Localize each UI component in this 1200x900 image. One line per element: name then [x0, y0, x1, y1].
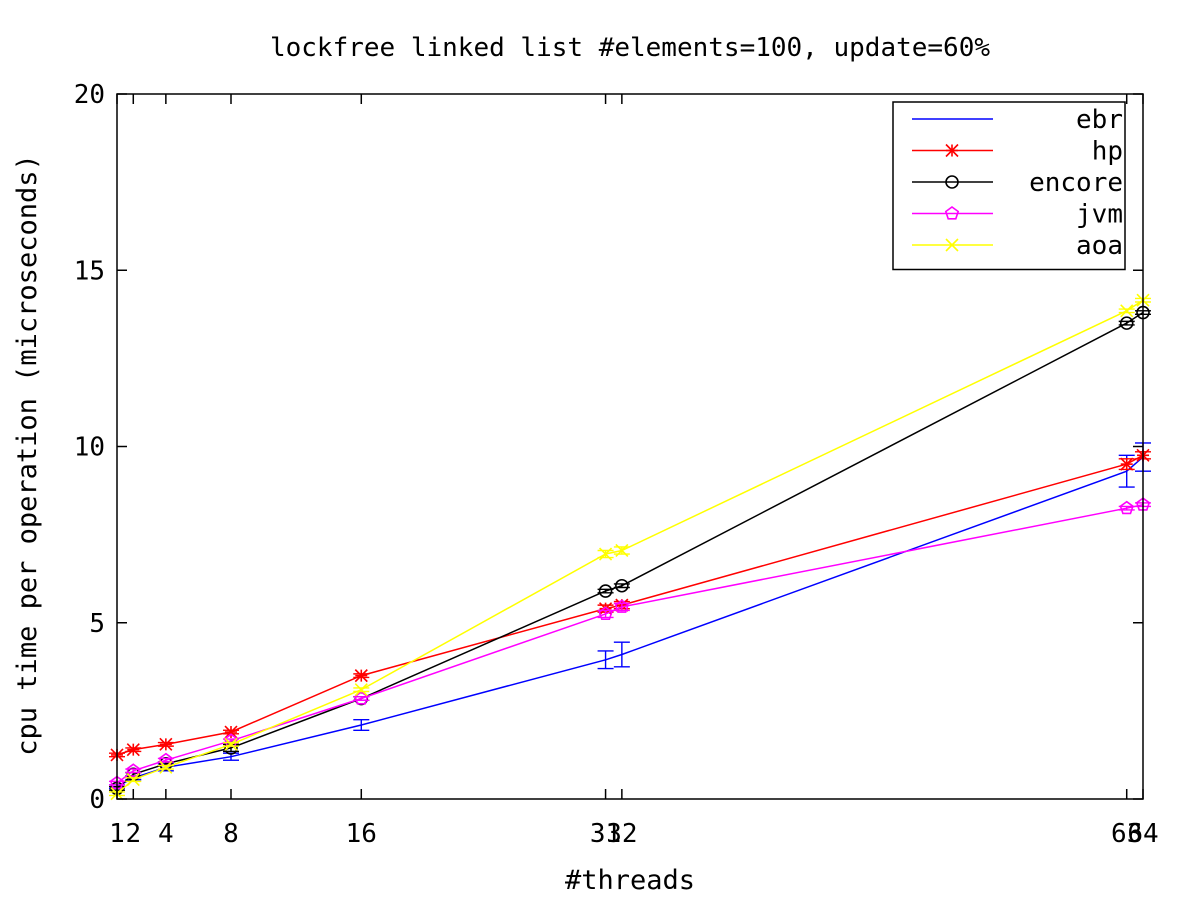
- legend-item-encore: encore: [912, 168, 1123, 198]
- legend-marker: [945, 143, 959, 158]
- legend-box: [892, 101, 1126, 271]
- data-point: [224, 725, 238, 739]
- data-point: [354, 669, 368, 683]
- y-tick-label: 20: [74, 80, 105, 110]
- y-tick-label: 15: [74, 256, 105, 286]
- data-point: [615, 578, 629, 593]
- x-tick-label: 16: [346, 819, 377, 849]
- x-tick-label: 4: [158, 819, 174, 849]
- error-bar: [353, 718, 370, 731]
- legend-marker: [944, 206, 960, 220]
- series-ebr: [109, 442, 1151, 790]
- data-point: [1120, 457, 1134, 471]
- legend-item-aoa: aoa: [912, 231, 1123, 261]
- y-axis-label: cpu time per operation (microseconds): [12, 154, 43, 755]
- series-line-aoa: [116, 299, 1144, 795]
- series-line-encore: [116, 311, 1144, 789]
- y-tick-label: 10: [74, 433, 105, 463]
- x-tick-label: 8: [223, 819, 239, 849]
- x-tick-label: 2: [125, 819, 141, 849]
- legend-item-jvm: jvm: [912, 200, 1123, 230]
- legend-label: jvm: [1076, 200, 1123, 230]
- data-point: [126, 743, 140, 757]
- data-point: [126, 773, 140, 787]
- y-tick-label: 0: [89, 785, 105, 815]
- series-line-ebr: [116, 456, 1144, 788]
- x-tick-label: 64: [1127, 819, 1158, 849]
- data-point: [599, 547, 613, 561]
- data-point: [1120, 304, 1134, 318]
- series-jvm: [109, 497, 1151, 790]
- x-tick-label: 31: [590, 819, 621, 849]
- legend-label: aoa: [1076, 231, 1123, 261]
- error-bar: [597, 650, 614, 670]
- x-tick-label: 32: [606, 819, 637, 849]
- data-point: [1119, 316, 1134, 330]
- y-tick-label: 5: [89, 609, 105, 639]
- data-point: [614, 599, 629, 613]
- data-point: [598, 584, 613, 598]
- data-point: [615, 543, 629, 558]
- data-point: [354, 683, 368, 697]
- legend-label: hp: [1092, 137, 1123, 167]
- data-point: [159, 737, 173, 751]
- chart-title: lockfree linked list #elements=100, upda…: [270, 33, 990, 63]
- legend-marker: [945, 175, 959, 189]
- data-point: [598, 606, 613, 621]
- legend-label: ebr: [1076, 105, 1123, 135]
- series-encore: [109, 305, 1151, 796]
- error-bar: [613, 641, 630, 668]
- legend-item-hp: hp: [912, 137, 1123, 167]
- data-point: [159, 756, 173, 771]
- legend-marker: [945, 238, 959, 252]
- legend-item-ebr: ebr: [912, 105, 1123, 135]
- x-tick-label: 63: [1111, 819, 1142, 849]
- data-point: [159, 760, 173, 774]
- data-point: [224, 737, 238, 751]
- data-point: [1119, 500, 1134, 515]
- series-aoa: [109, 293, 1151, 801]
- plot-area: [109, 293, 1151, 801]
- legend-label: encore: [1029, 168, 1123, 198]
- x-axis-label: #threads: [565, 865, 695, 896]
- x-tick-label: 1: [109, 819, 125, 849]
- data-point: [126, 763, 141, 777]
